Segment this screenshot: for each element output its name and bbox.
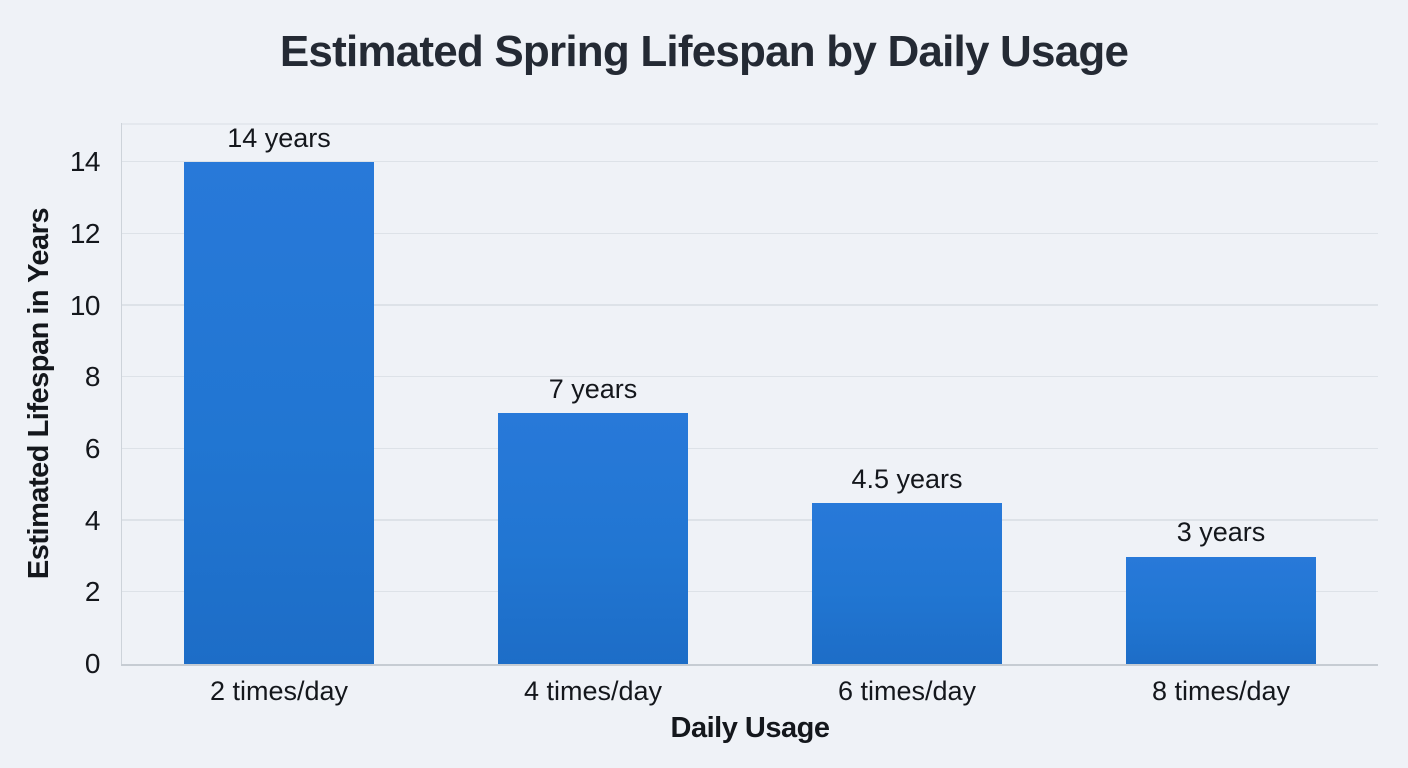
x-axis-line <box>120 664 1378 666</box>
x-tick-label: 8 times/day <box>1151 676 1291 706</box>
bar <box>812 502 1002 664</box>
gridline <box>122 304 1378 306</box>
bar-value-label: 14 years <box>227 123 331 154</box>
x-axis-title: Daily Usage <box>670 712 830 744</box>
x-tick-label: 6 times/day <box>837 676 977 706</box>
y-tick-label: 0 <box>84 648 101 679</box>
plot-top-border <box>122 123 1378 125</box>
chart-title: Estimated Spring Lifespan by Daily Usage <box>279 27 1129 76</box>
y-tick-label: 10 <box>69 289 101 321</box>
y-tick-label: 4 <box>84 504 101 536</box>
gridline <box>122 519 1378 521</box>
y-tick-label: 12 <box>69 218 101 250</box>
gridline <box>122 375 1378 378</box>
x-tick-label: 4 times/day <box>523 676 663 706</box>
plot-area: 14 years 7 years 4.5 years 3 years <box>120 123 1378 666</box>
gridline <box>122 447 1378 450</box>
gridline <box>122 590 1378 593</box>
x-axis-ticks: 2 times/day 4 times/day 6 times/day 8 times… <box>122 676 1378 710</box>
y-tick-label: 6 <box>84 433 101 465</box>
x-tick-label: 2 times/day <box>209 676 349 706</box>
gridline <box>122 232 1378 235</box>
y-axis-line <box>120 123 122 664</box>
y-axis-ticks: 0 2 4 6 8 10 12 14 <box>0 123 101 678</box>
bar-value-label: 7 years <box>548 374 638 405</box>
bar-value-label: 4.5 years <box>851 463 963 494</box>
y-tick-label: 8 <box>84 361 101 393</box>
bar <box>184 162 374 664</box>
bar-value-label: 3 years <box>1176 517 1266 548</box>
bar <box>1126 556 1316 664</box>
bar <box>498 413 688 664</box>
y-tick-label: 14 <box>69 146 101 178</box>
y-tick-label: 2 <box>84 576 101 608</box>
gridline <box>122 160 1378 163</box>
